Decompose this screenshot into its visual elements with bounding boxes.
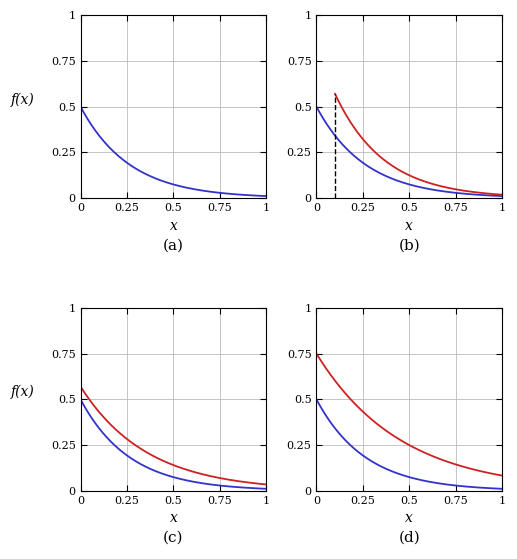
Text: (b): (b) (399, 239, 420, 253)
X-axis label: x: x (405, 511, 413, 525)
Y-axis label: f(x): f(x) (11, 385, 35, 399)
X-axis label: x: x (405, 219, 413, 233)
Text: (c): (c) (163, 531, 184, 545)
Text: (d): (d) (399, 531, 420, 545)
X-axis label: x: x (170, 511, 177, 525)
Text: (a): (a) (163, 239, 184, 253)
X-axis label: x: x (170, 219, 177, 233)
Y-axis label: f(x): f(x) (11, 92, 35, 107)
